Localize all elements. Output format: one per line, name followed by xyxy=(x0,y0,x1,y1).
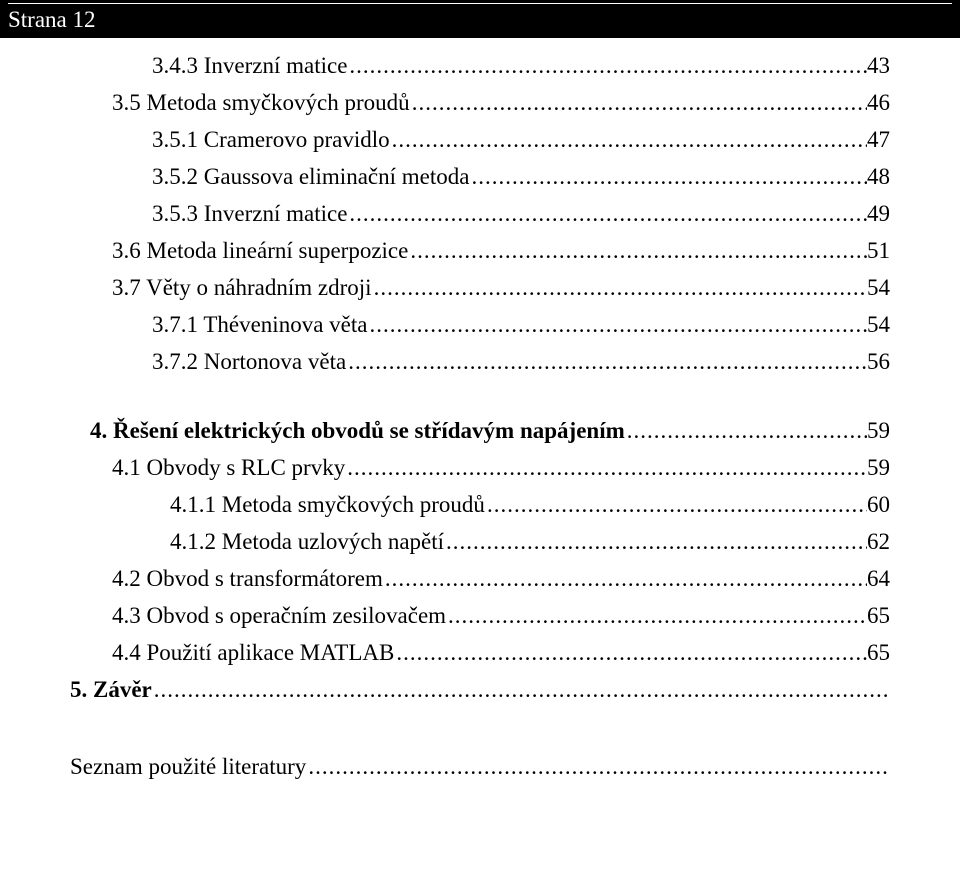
toc-label: 3.7.2 Nortonova věta xyxy=(152,350,346,373)
toc-page: 46 xyxy=(867,91,890,114)
toc-label: 5. Závěr xyxy=(70,678,152,701)
toc-leader xyxy=(346,350,867,373)
toc-content: 3.4.3 Inverzní matice 43 3.5 Metoda smyčko… xyxy=(0,38,960,778)
toc-leader xyxy=(625,419,867,442)
toc-page: 60 xyxy=(867,493,890,516)
toc-leader xyxy=(394,641,867,664)
toc-label: 4. Řešení elektrických obvodů se střídav… xyxy=(90,419,625,442)
toc-row: 3.6 Metoda lineární superpozice 51 xyxy=(70,239,890,262)
toc-row: 3.7.1 Théveninova věta 54 xyxy=(70,313,890,336)
toc-row: 3.5.3 Inverzní matice 49 xyxy=(70,202,890,225)
toc-row: 3.7 Věty o náhradním zdroji 54 xyxy=(70,276,890,299)
toc-label: 4.1.2 Metoda uzlových napětí xyxy=(170,530,444,553)
toc-row: 3.5.2 Gaussova eliminační metoda 48 xyxy=(70,165,890,188)
toc-row: 3.5 Metoda smyčkových proudů 46 xyxy=(70,91,890,114)
toc-leader xyxy=(390,128,867,151)
toc-page: 56 xyxy=(867,350,890,373)
toc-label: 3.5.2 Gaussova eliminační metoda xyxy=(152,165,469,188)
toc-leader xyxy=(306,755,890,778)
toc-label: 3.6 Metoda lineární superpozice xyxy=(112,239,408,262)
toc-page: 59 xyxy=(867,419,890,442)
toc-page: 49 xyxy=(867,202,890,225)
toc-chapter-5: 5. Závěr xyxy=(70,678,890,701)
toc-row: 4.4 Použití aplikace MATLAB 65 xyxy=(70,641,890,664)
toc-leader xyxy=(372,276,867,299)
toc-leader xyxy=(469,165,867,188)
toc-leader xyxy=(408,239,867,262)
toc-leader xyxy=(367,313,867,336)
toc-row: 3.5.1 Cramerovo pravidlo 47 xyxy=(70,128,890,151)
toc-row: 4.3 Obvod s operačním zesilovačem 65 xyxy=(70,604,890,627)
toc-leader xyxy=(485,493,867,516)
toc-chapter-4: 4. Řešení elektrických obvodů se střídav… xyxy=(70,419,890,442)
toc-page: 54 xyxy=(867,276,890,299)
toc-leader xyxy=(410,91,867,114)
toc-label: 3.4.3 Inverzní matice xyxy=(152,54,347,77)
toc-leader xyxy=(383,567,867,590)
toc-page: 59 xyxy=(867,456,890,479)
toc-row: 4.2 Obvod s transformátorem 64 xyxy=(70,567,890,590)
toc-label: 3.5.3 Inverzní matice xyxy=(152,202,347,225)
toc-leader xyxy=(446,604,867,627)
toc-label: Seznam použité literatury xyxy=(70,755,306,778)
toc-page: 65 xyxy=(867,604,890,627)
toc-label: 4.1 Obvody s RLC prvky xyxy=(112,456,345,479)
toc-leader xyxy=(444,530,867,553)
toc-label: 3.5.1 Cramerovo pravidlo xyxy=(152,128,390,151)
toc-row: 3.7.2 Nortonova věta 56 xyxy=(70,350,890,373)
toc-leader xyxy=(347,202,867,225)
toc-label: 4.4 Použití aplikace MATLAB xyxy=(112,641,394,664)
page-header: Strana 12 xyxy=(0,0,960,38)
toc-page: 62 xyxy=(867,530,890,553)
toc-row: 3.4.3 Inverzní matice 43 xyxy=(70,54,890,77)
toc-label: 4.2 Obvod s transformátorem xyxy=(112,567,383,590)
toc-page: 51 xyxy=(867,239,890,262)
toc-row: 4.1.2 Metoda uzlových napětí 62 xyxy=(70,530,890,553)
toc-label: 3.7 Věty o náhradním zdroji xyxy=(112,276,372,299)
toc-page: 64 xyxy=(867,567,890,590)
toc-leader xyxy=(152,678,890,701)
toc-row: 4.1.1 Metoda smyčkových proudů 60 xyxy=(70,493,890,516)
toc-label: 3.7.1 Théveninova věta xyxy=(152,313,367,336)
toc-label: 4.3 Obvod s operačním zesilovačem xyxy=(112,604,446,627)
toc-leader xyxy=(347,54,867,77)
toc-leader xyxy=(345,456,867,479)
toc-row: 4.1 Obvody s RLC prvky 59 xyxy=(70,456,890,479)
toc-page: 48 xyxy=(867,165,890,188)
toc-label: 4.1.1 Metoda smyčkových proudů xyxy=(170,493,485,516)
toc-page: 54 xyxy=(867,313,890,336)
page-header-label: Strana 12 xyxy=(8,7,96,32)
toc-label: 3.5 Metoda smyčkových proudů xyxy=(112,91,410,114)
toc-page: 65 xyxy=(867,641,890,664)
toc-page: 47 xyxy=(867,128,890,151)
toc-literature: Seznam použité literatury xyxy=(70,755,890,778)
toc-page: 43 xyxy=(867,54,890,77)
